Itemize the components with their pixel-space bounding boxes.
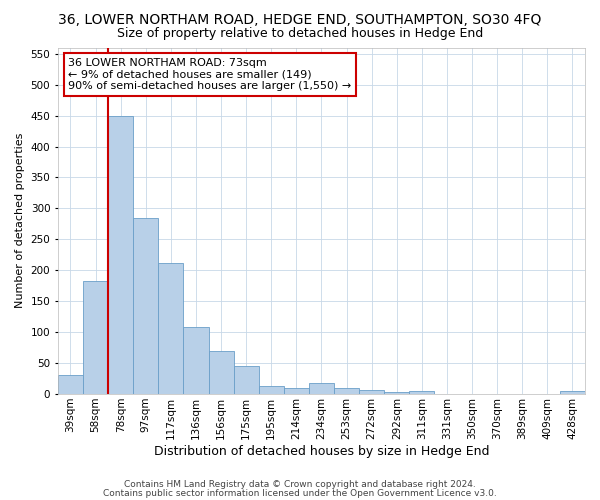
Bar bbox=[108, 116, 133, 394]
Text: Size of property relative to detached houses in Hedge End: Size of property relative to detached ho… bbox=[117, 28, 483, 40]
Text: 36 LOWER NORTHAM ROAD: 73sqm
← 9% of detached houses are smaller (149)
90% of se: 36 LOWER NORTHAM ROAD: 73sqm ← 9% of det… bbox=[68, 58, 352, 91]
Text: Contains public sector information licensed under the Open Government Licence v3: Contains public sector information licen… bbox=[103, 490, 497, 498]
Y-axis label: Number of detached properties: Number of detached properties bbox=[15, 133, 25, 308]
Bar bbox=[233, 366, 259, 394]
Bar bbox=[184, 327, 209, 394]
Bar bbox=[384, 392, 409, 394]
Bar bbox=[334, 388, 359, 394]
Bar bbox=[209, 350, 233, 394]
X-axis label: Distribution of detached houses by size in Hedge End: Distribution of detached houses by size … bbox=[154, 444, 489, 458]
Bar bbox=[560, 391, 585, 394]
Text: Contains HM Land Registry data © Crown copyright and database right 2024.: Contains HM Land Registry data © Crown c… bbox=[124, 480, 476, 489]
Bar bbox=[158, 263, 184, 394]
Bar bbox=[359, 390, 384, 394]
Text: 36, LOWER NORTHAM ROAD, HEDGE END, SOUTHAMPTON, SO30 4FQ: 36, LOWER NORTHAM ROAD, HEDGE END, SOUTH… bbox=[58, 12, 542, 26]
Bar bbox=[58, 376, 83, 394]
Bar bbox=[284, 388, 309, 394]
Bar bbox=[309, 383, 334, 394]
Bar bbox=[83, 281, 108, 394]
Bar bbox=[133, 218, 158, 394]
Bar bbox=[409, 391, 434, 394]
Bar bbox=[259, 386, 284, 394]
